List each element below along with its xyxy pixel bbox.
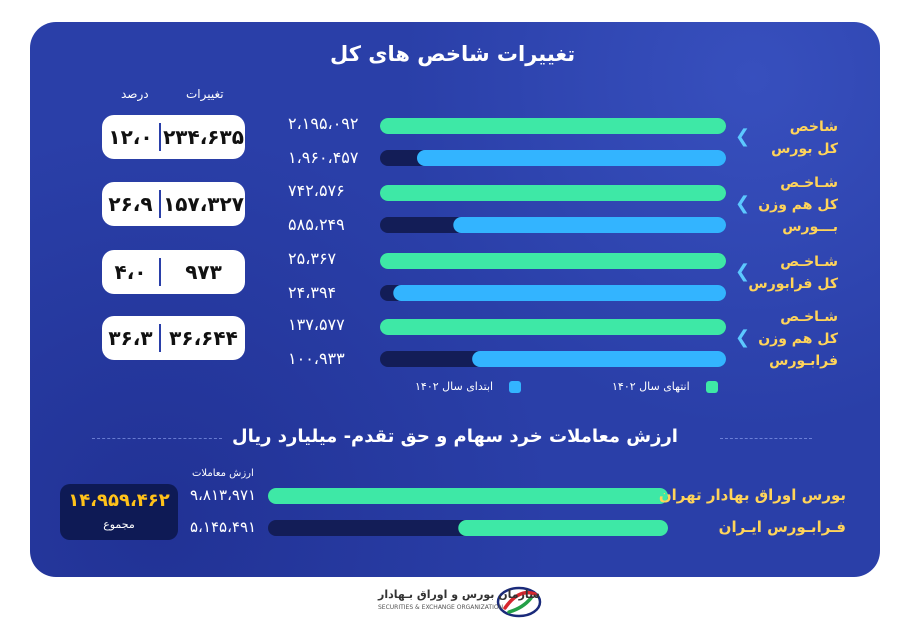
footer-org-fa: سازمان بورس و اوراق بـهادار xyxy=(378,588,540,601)
index-change-percent: ۲۶،۹ xyxy=(108,192,153,216)
sec-logo xyxy=(495,582,543,622)
chevron-icon: ❮ xyxy=(735,126,751,147)
trade-name: فـرابـورس ایـران xyxy=(718,518,846,536)
index-end-bar xyxy=(380,253,726,269)
index-name: شـاخـص کل هم وزن فرابـورس xyxy=(752,306,838,372)
legend-start-swatch xyxy=(509,381,521,393)
index-name: شـاخـص کل هم وزن بـــورس xyxy=(752,172,838,238)
index-start-value: ۱۰۰،۹۳۳ xyxy=(288,349,345,368)
index-change-percent: ۴،۰ xyxy=(114,260,147,284)
legend-end-label: انتهای سال ۱۴۰۲ xyxy=(612,380,690,393)
index-end-value: ۱۳۷،۵۷۷ xyxy=(288,315,345,334)
index-change-value: ۳۶،۶۴۴ xyxy=(169,326,238,350)
pill-separator xyxy=(159,123,161,151)
divider-right xyxy=(720,438,812,439)
index-change-value: ۲۳۴،۶۳۵ xyxy=(163,125,244,149)
index-change-pill: ۳۶،۶۴۴ ۳۶،۳ xyxy=(102,316,245,360)
total-box: ۱۴،۹۵۹،۴۶۲ مجموع xyxy=(60,484,178,540)
index-end-value: ۲۵،۳۶۷ xyxy=(288,249,337,268)
index-change-pill: ۹۷۳ ۴،۰ xyxy=(102,250,245,294)
index-end-value: ۷۴۲،۵۷۶ xyxy=(288,181,345,200)
index-start-value: ۲۴،۳۹۴ xyxy=(288,283,337,302)
index-end-bar xyxy=(380,185,726,201)
index-start-value: ۱،۹۶۰،۴۵۷ xyxy=(288,148,359,167)
total-value: ۱۴،۹۵۹،۴۶۲ xyxy=(68,490,170,511)
index-end-value: ۲،۱۹۵،۰۹۲ xyxy=(288,114,359,133)
legend-end-swatch xyxy=(706,381,718,393)
change-column-header: تغییرات xyxy=(186,87,224,101)
index-change-percent: ۳۶،۳ xyxy=(108,326,153,350)
index-start-bar xyxy=(472,351,726,367)
index-end-bar xyxy=(380,319,726,335)
index-start-value: ۵۸۵،۲۴۹ xyxy=(288,215,345,234)
indices-title: تغییرات شاخص های کل xyxy=(330,42,576,66)
index-change-percent: ۱۲،۰ xyxy=(108,125,153,149)
footer-org-en: SECURITIES & EXCHANGE ORGANIZATION xyxy=(378,604,504,611)
pill-separator xyxy=(159,258,161,286)
trade-bar xyxy=(458,520,668,536)
chevron-icon: ❮ xyxy=(735,327,751,348)
index-name-line: کل فرابورس xyxy=(748,276,838,292)
index-name: شاخص کل بورس xyxy=(752,116,838,160)
index-change-pill: ۲۳۴،۶۳۵ ۱۲،۰ xyxy=(102,115,245,159)
trade-bar xyxy=(268,488,668,504)
index-change-value: ۱۵۷،۳۲۷ xyxy=(163,192,244,216)
index-name: شـاخـص کل فرابورس xyxy=(748,251,838,295)
chevron-icon: ❮ xyxy=(735,261,751,282)
index-name-line: کل هم وزن xyxy=(758,331,838,347)
trade-value: ۹،۸۱۳،۹۷۱ xyxy=(190,486,257,504)
index-change-value: ۹۷۳ xyxy=(185,260,222,284)
trade-value-header: ارزش معاملات xyxy=(192,468,254,479)
divider-left xyxy=(92,438,222,439)
index-end-bar xyxy=(380,118,726,134)
index-name-line: کل بورس xyxy=(771,141,838,157)
percent-column-header: درصد xyxy=(121,87,149,101)
trade-name: بورس اوراق بهادار تهران xyxy=(658,486,846,504)
index-name-line: بـــورس xyxy=(782,219,838,235)
index-start-bar xyxy=(393,285,726,301)
pill-separator xyxy=(159,324,161,352)
index-start-bar xyxy=(416,150,726,166)
index-start-bar xyxy=(453,217,726,233)
index-name-line: شـاخـص xyxy=(780,254,838,270)
index-change-pill: ۱۵۷،۳۲۷ ۲۶،۹ xyxy=(102,182,245,226)
index-name-line: فرابـورس xyxy=(769,353,838,369)
index-name-line: شـاخـص xyxy=(780,175,838,191)
chevron-icon: ❮ xyxy=(735,193,751,214)
trade-value: ۵،۱۴۵،۴۹۱ xyxy=(190,518,257,536)
total-label: مجموع xyxy=(103,518,135,531)
index-name-line: کل هم وزن xyxy=(758,197,838,213)
trades-title: ارزش معاملات خرد سهام و حق تقدم- میلیارد… xyxy=(232,426,678,447)
index-name-line: شاخص xyxy=(789,119,838,135)
legend-start-label: ابتدای سال ۱۴۰۲ xyxy=(415,380,494,393)
pill-separator xyxy=(159,190,161,218)
index-name-line: شـاخـص xyxy=(780,309,838,325)
